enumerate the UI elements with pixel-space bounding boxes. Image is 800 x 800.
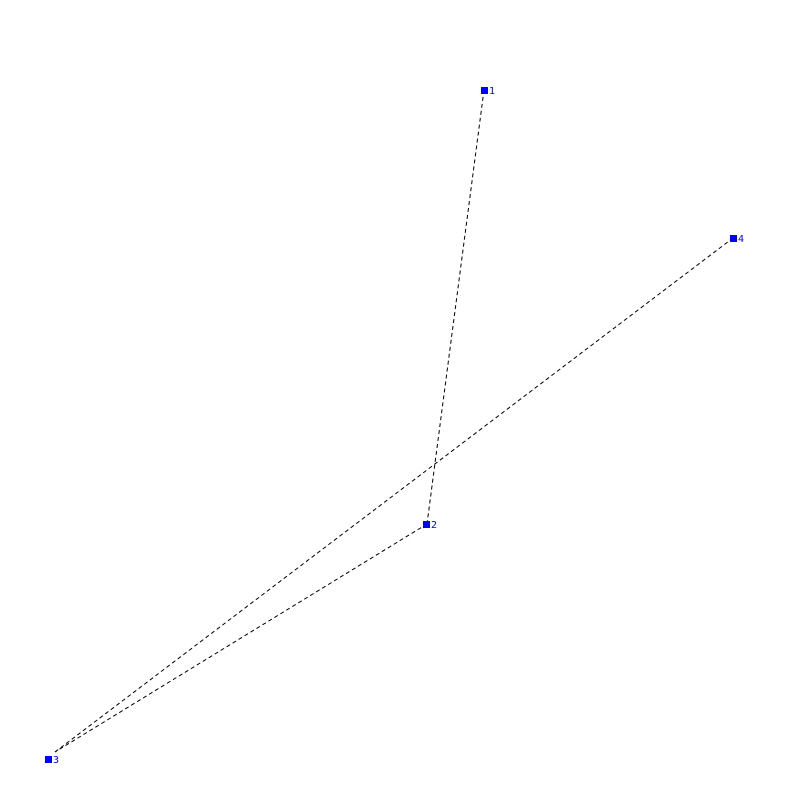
node-4: 4 [730, 234, 744, 245]
node-marker [730, 235, 737, 242]
node-2: 2 [423, 520, 437, 531]
edge-3-4 [54, 237, 734, 753]
edges [54, 89, 734, 753]
edge-1-2 [426, 89, 485, 525]
node-marker [423, 521, 430, 528]
node-label: 1 [489, 86, 495, 97]
node-marker [481, 87, 488, 94]
node-marker [45, 756, 52, 763]
node-label: 3 [53, 755, 59, 766]
node-3: 3 [45, 755, 59, 766]
edge-2-3 [54, 523, 428, 753]
nodes: 1 2 3 4 [45, 86, 744, 766]
node-label: 4 [738, 234, 744, 245]
node-label: 2 [431, 520, 437, 531]
node-1: 1 [481, 86, 495, 97]
